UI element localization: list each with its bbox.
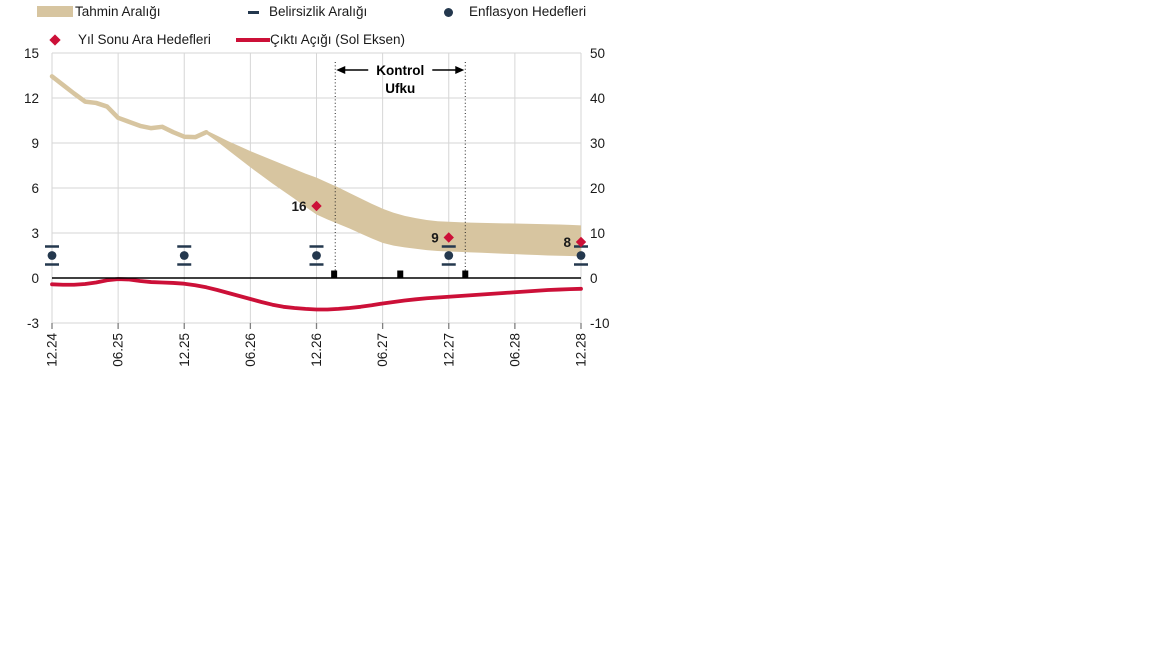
svg-text:9: 9 (31, 136, 39, 151)
x-tick-marks (51, 323, 582, 329)
inflation-target-dots (47, 251, 586, 260)
realized-inflation-line (49, 74, 209, 140)
legend-forecast-range: Tahmin Aralığı (75, 4, 161, 19)
axis-right-labels: 50 40 30 20 10 0 -10 (590, 46, 610, 331)
svg-text:-10: -10 (590, 316, 610, 331)
svg-text:12.28: 12.28 (574, 333, 589, 367)
axis-x-labels: 12.24 06.25 12.25 06.26 12.26 06.27 12.27 06.28… (45, 333, 589, 367)
uncertainty-range-swatch (248, 11, 259, 14)
svg-text:50: 50 (590, 46, 605, 61)
axis-left-labels: 15 12 9 6 3 0 -3 (24, 46, 39, 331)
svg-text:12.26: 12.26 (309, 333, 324, 367)
forecast-range-swatch (37, 6, 73, 17)
svg-text:3: 3 (31, 226, 39, 241)
svg-text:12.27: 12.27 (441, 333, 456, 367)
annotation-line1: Kontrol (376, 63, 424, 78)
svg-text:0: 0 (590, 271, 598, 286)
svg-text:06.28: 06.28 (507, 333, 522, 367)
svg-text:12.25: 12.25 (177, 333, 192, 367)
svg-text:10: 10 (590, 226, 605, 241)
inflation-targets-swatch (444, 8, 453, 17)
output-gap-swatch (236, 38, 270, 42)
svg-text:12: 12 (24, 91, 39, 106)
svg-text:06.25: 06.25 (111, 333, 126, 367)
svg-text:30: 30 (590, 136, 605, 151)
svg-text:16: 16 (291, 199, 307, 214)
svg-text:8: 8 (563, 235, 571, 250)
legend-uncertainty-range: Belirsizlik Aralığı (269, 4, 368, 19)
svg-text:06.26: 06.26 (243, 333, 258, 367)
svg-text:-3: -3 (27, 316, 39, 331)
svg-text:20: 20 (590, 181, 605, 196)
annotation-line2: Ufku (385, 81, 415, 96)
forecast-band (206, 130, 581, 257)
svg-text:12.24: 12.24 (45, 333, 60, 367)
control-horizon-annotation: Kontrol Ufku (376, 63, 424, 96)
legend-output-gap: Çıktı Açığı (Sol Eksen) (270, 32, 406, 47)
legend-inflation-targets: Enflasyon Hedefleri (469, 4, 587, 19)
legend-interim-targets: Yıl Sonu Ara Hedefleri (78, 32, 211, 47)
svg-text:6: 6 (31, 181, 39, 196)
annotation-arrows (336, 66, 465, 74)
control-horizon-markers (331, 270, 469, 278)
interim-target-labels: 169 8 (291, 199, 571, 250)
interim-target-diamonds (311, 200, 587, 248)
svg-text:0: 0 (31, 271, 39, 286)
output-gap-line (50, 277, 583, 312)
svg-text:15: 15 (24, 46, 39, 61)
svg-text:06.27: 06.27 (375, 333, 390, 367)
svg-text:40: 40 (590, 91, 605, 106)
svg-text:9: 9 (431, 230, 439, 245)
